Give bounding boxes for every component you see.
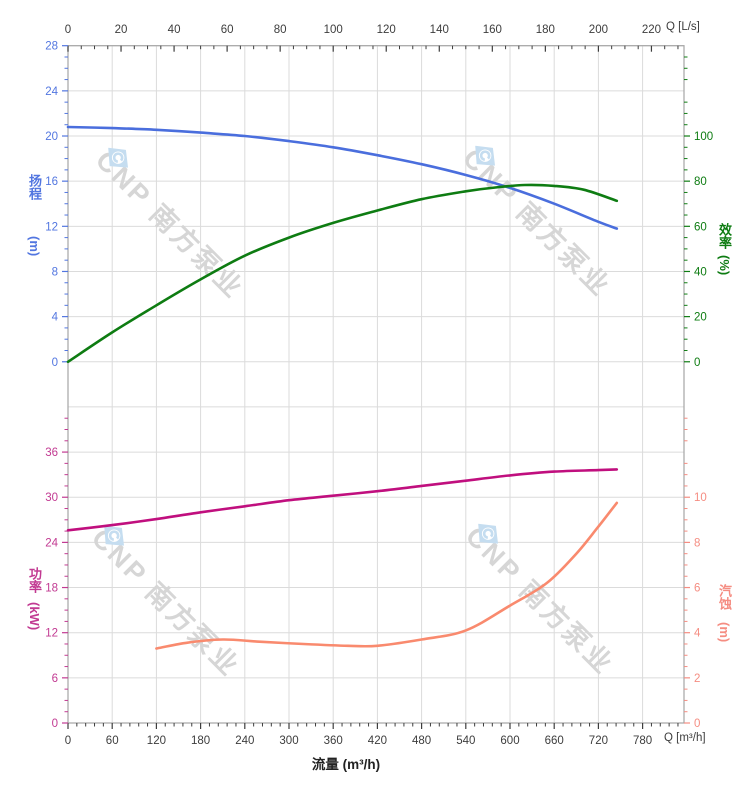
top-axis-tick-label: 180	[536, 24, 555, 36]
head-axis-tick-label: 20	[45, 131, 58, 143]
top-axis-tick-label: 200	[589, 24, 608, 36]
power-axis-tick-label: 18	[45, 583, 58, 595]
efficiency-curve	[66, 183, 619, 364]
bottom-axis-tick-label: 720	[589, 735, 608, 747]
power-axis-tick-label: 12	[45, 628, 58, 640]
eff-axis-tick-label: 20	[694, 312, 707, 324]
bottom-axis-tick-label: 420	[368, 735, 387, 747]
npsh-axis-tick-label: 2	[694, 673, 700, 685]
flow-axis-title: 流量 (m³/h)	[311, 757, 381, 772]
npsh-axis-title: 汽蚀 (m)	[716, 584, 732, 643]
power-axis-tick-label: 24	[45, 537, 58, 549]
head-axis-tick-label: 8	[52, 266, 58, 278]
top-axis-tick-label: 60	[221, 24, 234, 36]
npsh-axis-tick-label: 0	[694, 718, 700, 730]
top-axis-tick-label: 40	[168, 24, 181, 36]
plot-border	[67, 45, 685, 724]
npsh-axis-title-text: 汽蚀	[716, 584, 732, 610]
head-axis-tick-label: 0	[52, 357, 58, 369]
bottom-axis-unit-label: Q [m³/h]	[664, 732, 706, 744]
bottom-axis-tick-label: 240	[235, 735, 254, 747]
npsh-axis-tick-label: 6	[694, 583, 700, 595]
bottom-axis-tick-label: 660	[545, 735, 564, 747]
top-axis-tick-label: 0	[65, 24, 71, 36]
top-axis-unit-label: Q [L/s]	[666, 21, 700, 33]
top-axis-tick-label: 100	[324, 24, 343, 36]
power-axis-unit: (kW)	[26, 602, 42, 631]
top-axis-tick-label: 220	[642, 24, 661, 36]
bottom-axis-tick-label: 120	[147, 735, 166, 747]
head-axis-tick-label: 28	[45, 41, 58, 53]
eff-axis-tick-label: 80	[694, 176, 707, 188]
eff-axis-tick-label: 100	[694, 131, 713, 143]
npsh-axis-unit: (m)	[716, 622, 732, 643]
npsh-axis-tick-label: 4	[694, 628, 701, 640]
top-axis-tick-label: 120	[377, 24, 396, 36]
bottom-axis-tick-label: 780	[633, 735, 652, 747]
top-axis-tick-label: 140	[430, 24, 449, 36]
eff-axis-tick-label: 0	[694, 357, 700, 369]
power-curve	[66, 468, 619, 532]
bottom-axis-tick-label: 600	[500, 735, 519, 747]
bottom-axis-tick-label: 0	[65, 735, 71, 747]
power-axis-tick-label: 36	[45, 447, 58, 459]
bottom-axis-tick-label: 300	[279, 735, 298, 747]
eff-axis-tick-label: 60	[694, 221, 707, 233]
head-axis-tick-label: 16	[45, 176, 58, 188]
power-axis-tick-label: 0	[52, 718, 58, 730]
power-axis-tick-label: 6	[52, 673, 58, 685]
bottom-axis-tick-label: 180	[191, 735, 210, 747]
head-axis-tick-label: 24	[45, 86, 58, 98]
efficiency-axis-title: 效率 (%)	[716, 223, 732, 276]
bottom-axis-tick-label: 60	[106, 735, 119, 747]
bottom-axis-tick-label: 360	[324, 735, 343, 747]
top-axis-tick-label: 20	[115, 24, 128, 36]
bottom-axis-tick-label: 480	[412, 735, 431, 747]
head-axis-unit: (m)	[26, 236, 42, 257]
efficiency-axis-unit: (%)	[716, 255, 732, 276]
power-axis-tick-label: 30	[45, 492, 58, 504]
bottom-axis-tick-label: 540	[456, 735, 475, 747]
npsh-axis-tick-label: 10	[694, 492, 707, 504]
head-axis-tick-label: 4	[52, 312, 59, 324]
npsh-axis-tick-label: 8	[694, 537, 700, 549]
npsh-curve	[155, 501, 619, 650]
eff-axis-tick-label: 40	[694, 266, 707, 278]
head-axis-tick-label: 12	[45, 221, 58, 233]
power-axis-title-text: 功率	[26, 567, 42, 593]
head-axis-title: 扬程 (m)	[26, 174, 42, 257]
power-axis-title: 功率 (kW)	[26, 567, 42, 631]
top-axis-tick-label: 80	[274, 24, 287, 36]
head-axis-title-text: 扬程	[26, 174, 42, 200]
top-axis-tick-label: 160	[483, 24, 502, 36]
efficiency-axis-title-text: 效率	[716, 223, 732, 249]
head-curve	[66, 125, 619, 230]
